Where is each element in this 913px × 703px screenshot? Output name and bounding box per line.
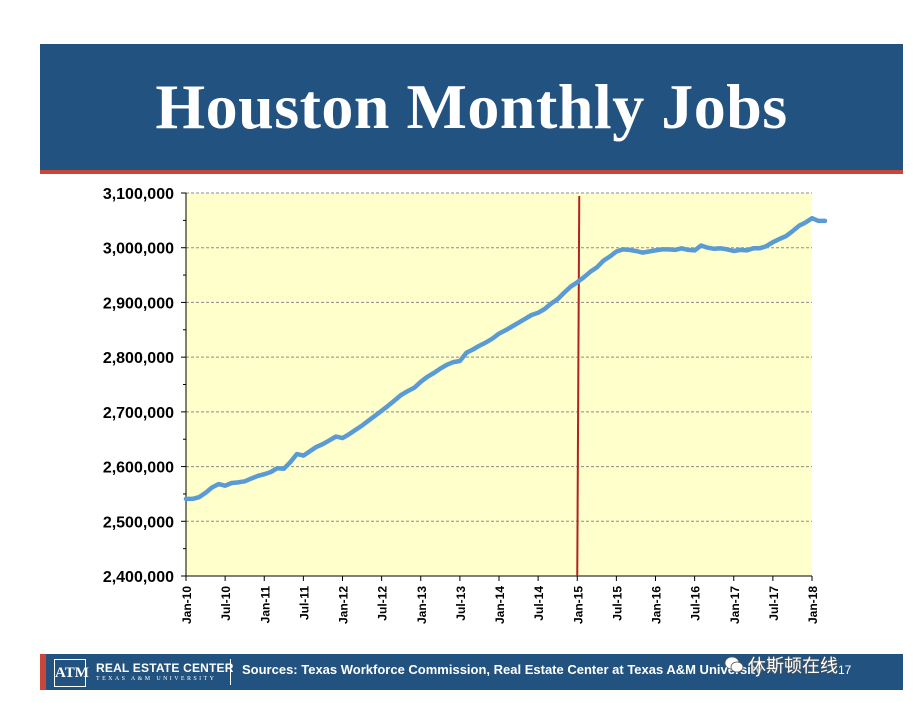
footer-bar bbox=[40, 654, 903, 690]
y-tick-label: 2,600,000 bbox=[103, 460, 174, 477]
watermark-text: 休斯顿在线 bbox=[748, 656, 838, 676]
x-tick-label: Jul-14 bbox=[532, 586, 546, 621]
footer-accent bbox=[40, 654, 46, 690]
y-tick-label: 2,900,000 bbox=[103, 295, 174, 312]
footer-divider bbox=[230, 659, 231, 685]
vertical-marker-line bbox=[576, 195, 581, 577]
x-tick-label: Jul-13 bbox=[454, 586, 468, 621]
title-underline bbox=[40, 170, 903, 174]
page-title: Houston Monthly Jobs bbox=[155, 71, 788, 142]
series-line bbox=[183, 215, 828, 502]
x-tick-label: Jan-17 bbox=[728, 586, 742, 624]
x-tick-label: Jul-16 bbox=[689, 586, 703, 621]
wechat-icon bbox=[724, 656, 744, 673]
x-tick-label: Jul-15 bbox=[610, 586, 624, 621]
title-bar bbox=[40, 44, 903, 170]
y-tick-label: 2,400,000 bbox=[103, 569, 174, 586]
slide-number: 17 bbox=[838, 663, 852, 677]
center-name: REAL ESTATE CENTER bbox=[96, 661, 234, 675]
x-tick-label: Jul-11 bbox=[297, 586, 311, 620]
x-tick-label: Jan-15 bbox=[571, 586, 585, 624]
y-tick-label: 3,100,000 bbox=[103, 186, 174, 203]
y-tick-label: 2,700,000 bbox=[103, 405, 174, 422]
sources-text: Sources: Texas Workforce Commission, Rea… bbox=[242, 662, 763, 677]
x-tick-label: Jan-12 bbox=[337, 586, 351, 624]
x-tick-label: Jan-13 bbox=[415, 586, 429, 624]
x-tick-label: Jan-14 bbox=[493, 586, 507, 624]
x-tick-label: Jul-12 bbox=[376, 586, 390, 621]
center-subtitle: TEXAS A&M UNIVERSITY bbox=[96, 676, 217, 682]
x-tick-label: Jul-10 bbox=[219, 586, 233, 621]
x-tick-label: Jan-11 bbox=[258, 586, 272, 624]
tamu-logo: ATM bbox=[54, 659, 89, 687]
x-tick-label: Jul-17 bbox=[767, 586, 781, 621]
x-tick-label: Jan-18 bbox=[806, 586, 820, 624]
y-tick-label: 2,500,000 bbox=[103, 514, 174, 531]
x-tick-label: Jan-10 bbox=[180, 586, 194, 624]
y-tick-label: 2,800,000 bbox=[103, 350, 174, 367]
y-tick-label: 3,000,000 bbox=[103, 241, 174, 258]
plot-area bbox=[186, 193, 812, 576]
x-tick-label: Jan-16 bbox=[650, 586, 664, 624]
